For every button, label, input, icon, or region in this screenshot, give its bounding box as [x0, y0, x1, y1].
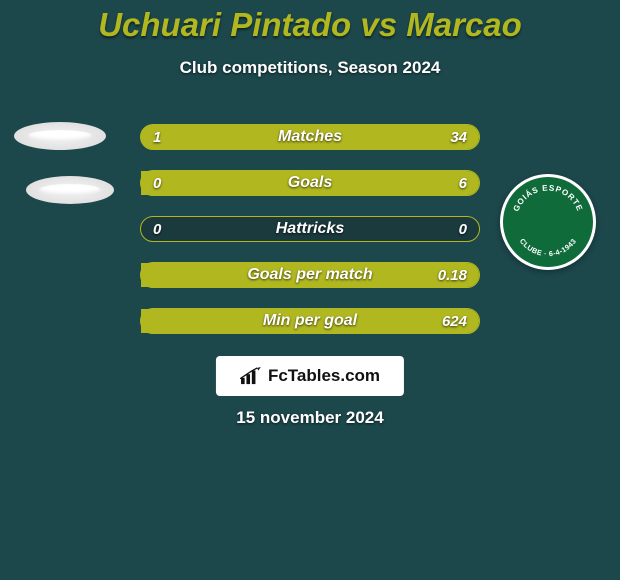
- stat-label: Min per goal: [141, 309, 479, 333]
- stat-row: 0.18Goals per match: [140, 262, 480, 288]
- player1-club-avatar: [22, 172, 118, 208]
- stat-label: Goals per match: [141, 263, 479, 287]
- subtitle: Club competitions, Season 2024: [0, 58, 620, 78]
- player1-avatar: [10, 118, 110, 154]
- club-badge-ring-text: GOIÁS ESPORTE CLUBE · 6-4-1943: [503, 177, 593, 267]
- stat-label: Matches: [141, 125, 479, 149]
- stat-label: Hattricks: [141, 217, 479, 241]
- club-badge-outer: GOIÁS ESPORTE CLUBE · 6-4-1943 G: [503, 177, 593, 267]
- avatar-placeholder-shape: [28, 130, 92, 141]
- stat-row: 06Goals: [140, 170, 480, 196]
- stat-row: 624Min per goal: [140, 308, 480, 334]
- comparison-infographic: Uchuari Pintado vs Marcao Club competiti…: [0, 0, 620, 580]
- page-title: Uchuari Pintado vs Marcao: [0, 0, 620, 44]
- player2-club-badge: GOIÁS ESPORTE CLUBE · 6-4-1943 G: [500, 174, 596, 270]
- stat-row: 00Hattricks: [140, 216, 480, 242]
- stat-label: Goals: [141, 171, 479, 195]
- avatar-placeholder-shape: [39, 184, 101, 195]
- svg-text:GOIÁS ESPORTE: GOIÁS ESPORTE: [512, 183, 585, 212]
- watermark-text: FcTables.com: [268, 366, 380, 386]
- bar-chart-icon: [240, 367, 262, 385]
- date-label: 15 november 2024: [0, 408, 620, 428]
- svg-text:CLUBE · 6-4-1943: CLUBE · 6-4-1943: [518, 237, 578, 259]
- stats-container: 134Matches 06Goals 00Hattricks 0.18Goals pe…: [140, 124, 480, 354]
- watermark: FcTables.com: [216, 356, 404, 396]
- stat-row: 134Matches: [140, 124, 480, 150]
